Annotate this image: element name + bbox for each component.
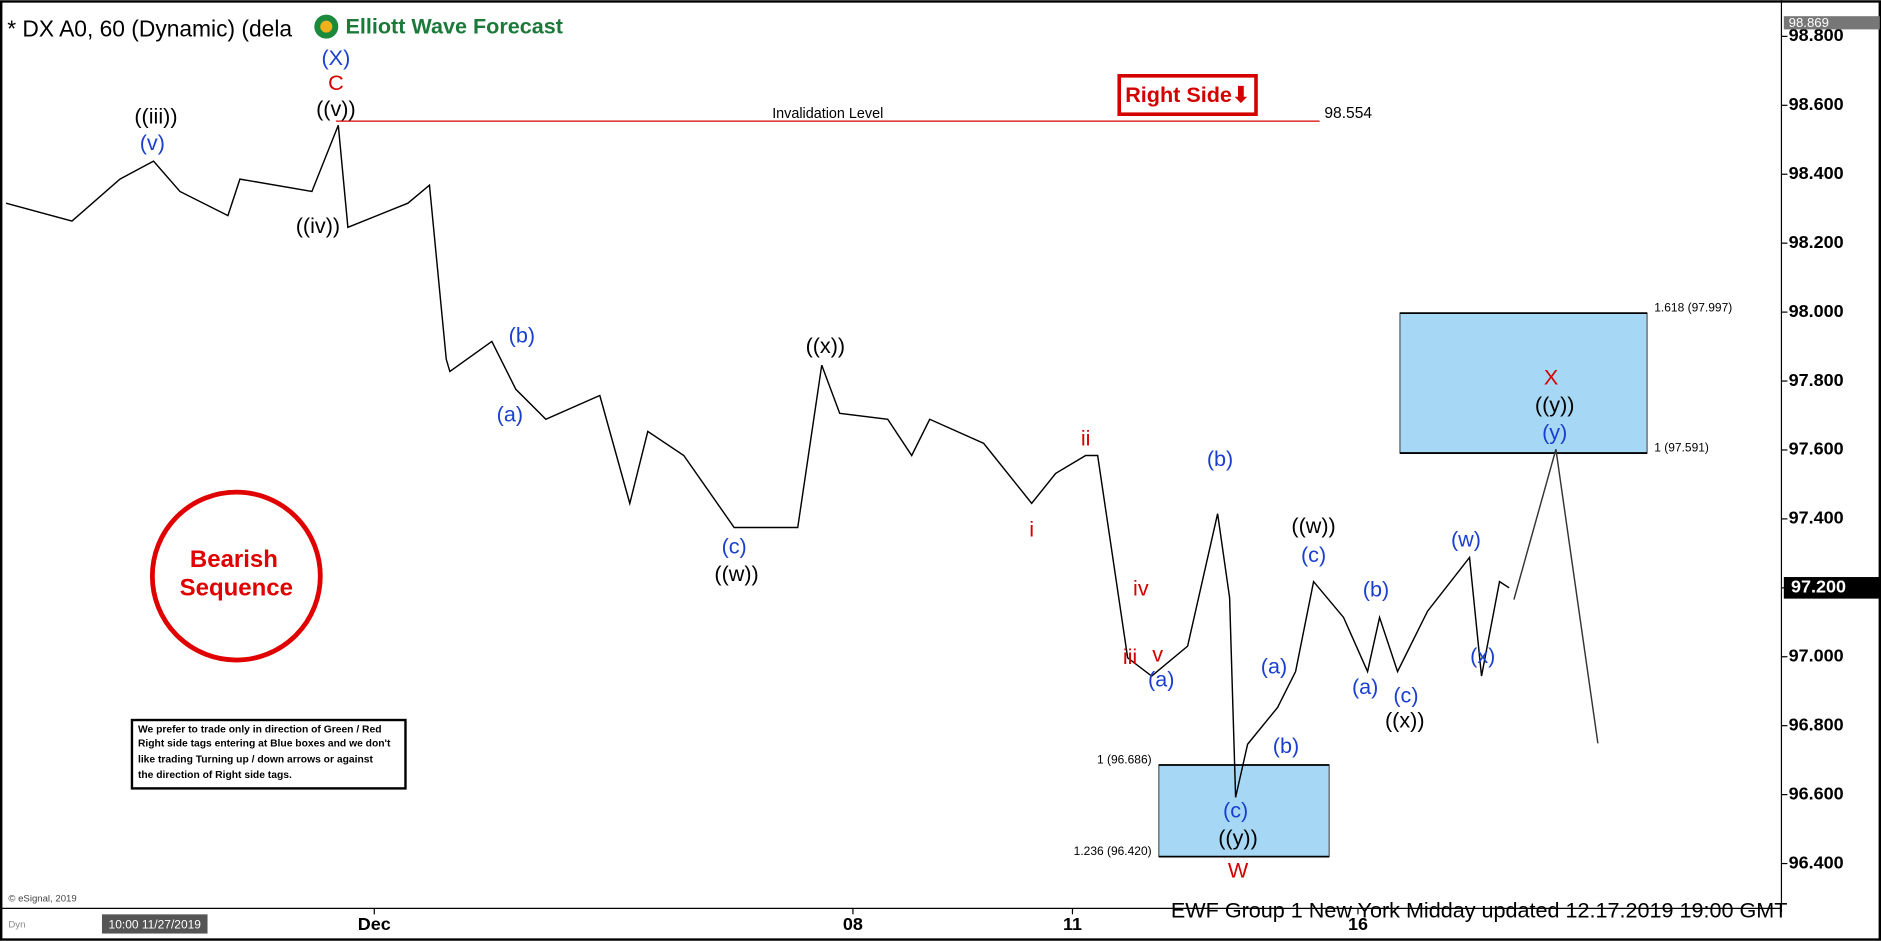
chart-title: * DX A0, 60 (Dynamic) (dela — [7, 15, 292, 41]
y-tick-label: 97.400 — [1789, 508, 1844, 528]
note-line: We prefer to trade only in direction of … — [138, 724, 382, 735]
box-label: 1 (96.686) — [1097, 752, 1152, 766]
wave-label: ((y)) — [1535, 392, 1575, 417]
y-tick-label: 97.000 — [1789, 646, 1844, 666]
start-label: 10:00 11/27/2019 — [109, 917, 202, 931]
wave-label: i — [1029, 517, 1034, 542]
note: We prefer to trade only in direction of … — [130, 718, 407, 790]
wave-label: ii — [1081, 425, 1091, 450]
wave-label: (c) — [1393, 682, 1418, 707]
y-tick-label: 96.600 — [1789, 783, 1844, 803]
note-line: like trading Turning up / down arrows or… — [138, 754, 374, 765]
invalidation-label: Invalidation Level — [772, 106, 883, 122]
plot: 96.400 96.600 96.800 97.000 97.200 97.400 97.6… — [5, 15, 1881, 934]
copyright: © eSignal, 2019 — [8, 893, 76, 904]
wave-label: ((iii)) — [134, 103, 177, 128]
bearish-text: Bearish — [190, 546, 278, 573]
wave-label: ((v)) — [316, 96, 356, 121]
wave-label: (v) — [140, 130, 165, 155]
logo-text: Elliott Wave Forecast — [345, 14, 562, 39]
wave-label: (c) — [1223, 798, 1248, 823]
y-tick-label: 98.600 — [1789, 94, 1844, 114]
wave-label: (b) — [1207, 446, 1233, 471]
wave-label: v — [1152, 641, 1163, 666]
y-tick-label: 97.800 — [1789, 370, 1844, 390]
y-tick-label: 98.400 — [1789, 163, 1844, 183]
wave-label: ((y)) — [1218, 825, 1258, 850]
x-tick-label: 16 — [1348, 914, 1368, 934]
y-tick-label: 97.600 — [1789, 439, 1844, 459]
wave-label: ((x)) — [806, 333, 846, 358]
wave-label: (w) — [1451, 526, 1481, 551]
note-line: the direction of Right side tags. — [138, 770, 292, 781]
wave-label: (b) — [509, 322, 535, 347]
box-label: 1 (97.591) — [1654, 440, 1709, 454]
last-price-label: 97.200 — [1791, 577, 1846, 597]
price-line — [5, 124, 1510, 798]
right-side-tag: Right Side⬇ — [1117, 74, 1258, 117]
wave-label: (c) — [722, 534, 747, 559]
bearish-circle — [149, 489, 323, 663]
logo-icon-center — [320, 20, 333, 33]
right-side-box — [1117, 74, 1258, 117]
y-tick-label: 98.000 — [1789, 301, 1844, 321]
bearish-text: Sequence — [180, 575, 293, 602]
note-box — [130, 718, 407, 790]
footer: EWF Group 1 New York Midday updated 12.1… — [1171, 898, 1788, 923]
wave-label: (a) — [497, 402, 523, 427]
bearish-tag: Bearish Sequence — [149, 489, 323, 663]
x-tick-label: 08 — [843, 914, 863, 934]
wave-label: ((w)) — [1291, 513, 1335, 538]
wave-label: (a) — [1148, 667, 1174, 692]
box-label: 1.236 (96.420) — [1074, 844, 1152, 858]
target-box — [1158, 764, 1330, 858]
y-tick-label: 96.800 — [1789, 714, 1844, 734]
wave-label: (X) — [322, 45, 351, 70]
wave-label: (b) — [1273, 733, 1299, 758]
target-box — [1399, 312, 1648, 454]
box-label: 1.618 (97.997) — [1654, 301, 1732, 315]
y-tick-label: 98.800 — [1789, 25, 1844, 45]
wave-label: ((iv)) — [296, 213, 340, 238]
y-tick-label: 96.400 — [1789, 852, 1844, 872]
top-price-label: 98.869 — [1789, 15, 1829, 30]
wave-label: (b) — [1363, 577, 1389, 602]
wave-label: ((w)) — [714, 561, 758, 586]
note-line: Right side tags entering at Blue boxes a… — [138, 739, 391, 750]
right-side-text: Right Side⬇ — [1125, 82, 1250, 107]
logo: Elliott Wave Forecast — [309, 9, 581, 44]
start-label-box — [101, 914, 208, 934]
wave-label: ((x)) — [1385, 708, 1425, 733]
y-tick-label: 98.200 — [1789, 232, 1844, 252]
wave-label: (a) — [1352, 674, 1378, 699]
mode-label: Dyn — [8, 920, 25, 931]
wave-label: X — [1544, 364, 1558, 389]
wave-label: (x) — [1470, 643, 1495, 668]
top-price-box — [1783, 16, 1880, 30]
x-tick-label: 11 — [1063, 914, 1082, 934]
wave-label: iii — [1123, 644, 1137, 669]
wave-label: (y) — [1542, 419, 1567, 444]
wave-label: (a) — [1261, 653, 1287, 678]
wave-label: (c) — [1301, 542, 1326, 567]
wave-label: iv — [1133, 576, 1149, 601]
x-tick-label: Dec — [358, 914, 391, 934]
wave-label: C — [328, 70, 344, 95]
invalidation-value: 98.554 — [1324, 105, 1372, 122]
wave-label: W — [1228, 858, 1249, 883]
last-price-box — [1783, 577, 1881, 599]
price-line — [1513, 449, 1599, 744]
logo-background — [309, 9, 581, 44]
